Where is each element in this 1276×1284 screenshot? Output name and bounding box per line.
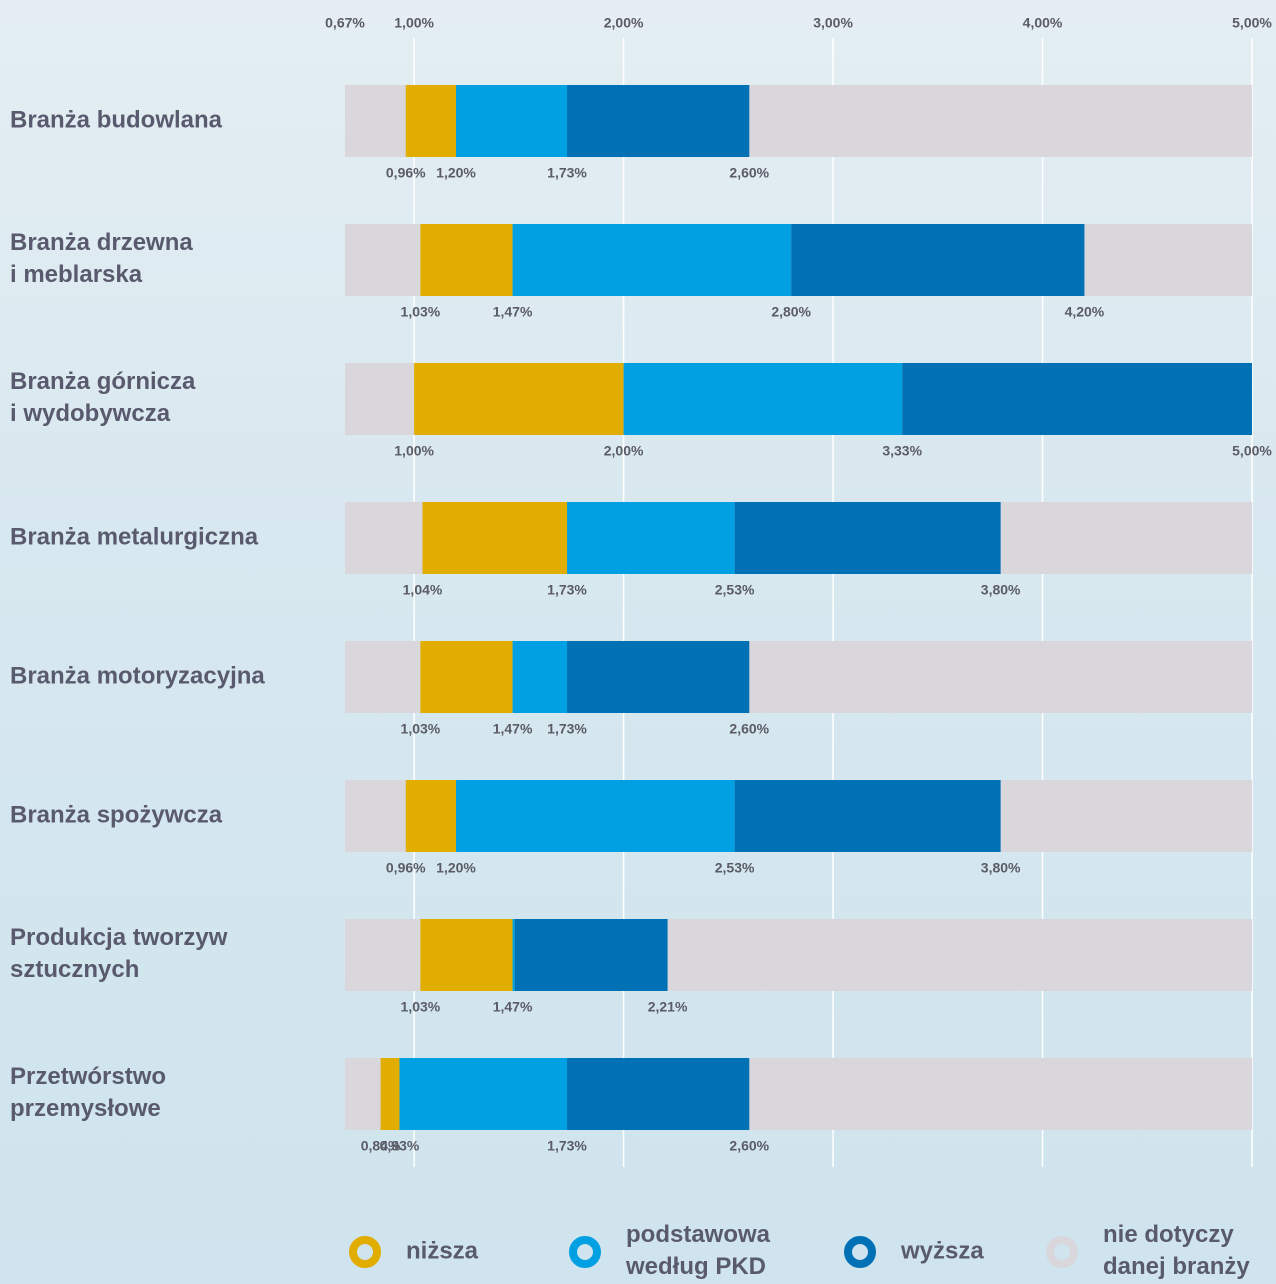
segment: [902, 363, 1252, 435]
segment: [423, 502, 568, 574]
segment: [456, 85, 567, 157]
threshold-label: 2,00%: [604, 443, 644, 459]
segment: [406, 780, 456, 852]
x-tick-label: 0,67%: [325, 15, 365, 31]
x-tick-label: 2,00%: [604, 15, 644, 31]
threshold-label: 2,53%: [715, 860, 755, 876]
threshold-label: 1,03%: [401, 304, 441, 320]
threshold-label: 1,73%: [547, 1138, 587, 1154]
category-label: Branża motoryzacyjna: [10, 662, 265, 689]
threshold-label: 2,21%: [648, 999, 688, 1015]
threshold-label: 1,73%: [547, 721, 587, 737]
segment: [567, 641, 749, 713]
threshold-label: 2,60%: [729, 165, 769, 181]
x-tick-label: 5,00%: [1232, 15, 1272, 31]
threshold-label: 3,80%: [981, 860, 1021, 876]
threshold-label: 3,80%: [981, 582, 1021, 598]
legend-marker: [573, 1240, 597, 1264]
segment: [567, 502, 735, 574]
threshold-label: 1,47%: [493, 721, 533, 737]
segment: [456, 780, 735, 852]
segment: [513, 641, 567, 713]
segment: [791, 224, 1084, 296]
segment: [414, 363, 623, 435]
segment: [515, 919, 668, 991]
segment: [420, 641, 512, 713]
chart: 0,67% 1,00% 2,00% 3,00% 4,00% 5,00% Branża bud…: [0, 0, 1276, 1284]
threshold-label: 2,60%: [729, 721, 769, 737]
threshold-label: 5,00%: [1232, 443, 1272, 459]
threshold-label: 0,93%: [380, 1138, 420, 1154]
x-tick-label: 4,00%: [1023, 15, 1063, 31]
segment: [381, 1058, 400, 1130]
legend-marker: [353, 1240, 377, 1264]
threshold-label: 0,96%: [386, 165, 426, 181]
threshold-label: 4,20%: [1065, 304, 1105, 320]
legend-label: wyższa: [900, 1237, 984, 1264]
category-label: Branża metalurgiczna: [10, 523, 259, 550]
threshold-label: 1,00%: [394, 443, 434, 459]
legend-marker: [848, 1240, 872, 1264]
segment: [567, 1058, 749, 1130]
segment: [735, 502, 1001, 574]
x-tick-label: 1,00%: [394, 15, 434, 31]
threshold-label: 0,96%: [386, 860, 426, 876]
threshold-label: 2,60%: [729, 1138, 769, 1154]
segment: [406, 85, 456, 157]
threshold-label: 1,03%: [401, 721, 441, 737]
segment: [735, 780, 1001, 852]
threshold-label: 3,33%: [882, 443, 922, 459]
segment: [567, 85, 749, 157]
segment: [420, 224, 512, 296]
threshold-label: 1,47%: [493, 304, 533, 320]
threshold-label: 2,80%: [771, 304, 811, 320]
segment: [624, 363, 903, 435]
category-label: Branża budowlana: [10, 106, 223, 133]
threshold-label: 1,20%: [436, 860, 476, 876]
x-tick-label: 3,00%: [813, 15, 853, 31]
category-label: Branża spożywcza: [10, 801, 223, 828]
segment: [513, 919, 515, 991]
threshold-label: 1,04%: [403, 582, 443, 598]
threshold-label: 1,73%: [547, 165, 587, 181]
segment: [399, 1058, 567, 1130]
segment: [420, 919, 512, 991]
threshold-label: 1,47%: [493, 999, 533, 1015]
threshold-label: 1,73%: [547, 582, 587, 598]
threshold-label: 2,53%: [715, 582, 755, 598]
legend-marker: [1050, 1240, 1074, 1264]
threshold-label: 1,20%: [436, 165, 476, 181]
threshold-label: 1,03%: [401, 999, 441, 1015]
segment: [513, 224, 792, 296]
legend-label: niższa: [406, 1237, 479, 1264]
